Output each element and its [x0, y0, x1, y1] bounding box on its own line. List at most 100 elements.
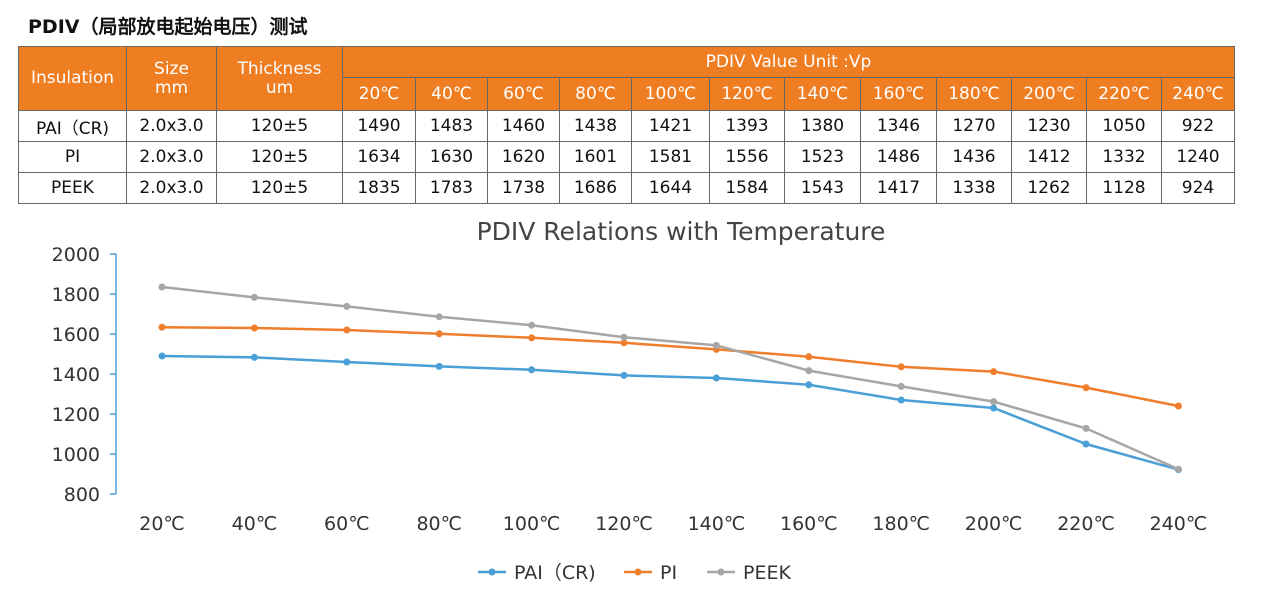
data-point-pi — [897, 363, 905, 371]
data-point-peek — [528, 321, 536, 329]
thickness-cell: 120±5 — [216, 172, 343, 204]
value-cell: 1436 — [936, 141, 1012, 173]
legend-label: PI — [660, 562, 677, 584]
page-title: PDIV（局部放电起始电压）测试 — [28, 16, 308, 38]
value-cell: 1644 — [631, 172, 710, 204]
thickness-cell: 120±5 — [216, 141, 343, 173]
value-cell: 1483 — [415, 110, 488, 142]
data-point-pi — [250, 324, 258, 332]
legend-item-pi: PI — [624, 562, 677, 584]
value-cell: 1556 — [709, 141, 785, 173]
value-cell: 1835 — [342, 172, 416, 204]
temp-header-240: 240℃ — [1161, 77, 1235, 111]
thickness-header-unit: um — [265, 77, 294, 98]
legend-marker — [634, 568, 642, 576]
data-point-peek — [158, 283, 166, 291]
value-cell: 1380 — [784, 110, 861, 142]
insulation-cell: PEEK — [18, 172, 127, 204]
value-cell: 1686 — [559, 172, 632, 204]
temp-header-60: 60℃ — [487, 77, 560, 111]
size-cell: 2.0x3.0 — [126, 110, 217, 142]
data-point-pai-cr — [897, 396, 905, 404]
value-cell: 1486 — [860, 141, 937, 173]
thickness-header-label: Thickness — [237, 58, 322, 79]
data-point-peek — [620, 333, 628, 341]
value-cell: 1584 — [709, 172, 785, 204]
data-point-pai-cr — [343, 358, 351, 366]
thickness-header: Thickness um — [216, 46, 343, 111]
data-point-peek — [250, 293, 258, 301]
temp-header-220: 220℃ — [1086, 77, 1162, 111]
data-point-pai-cr — [528, 366, 536, 374]
table-row: PEEK 2.0x3.0 120±5 1835 1783 1738 1686 1644 1584… — [18, 172, 1235, 204]
y-tick-label: 800 — [64, 484, 100, 506]
data-point-pi — [343, 326, 351, 334]
x-tick-label: 20℃ — [139, 513, 185, 535]
value-cell: 1620 — [487, 141, 560, 173]
data-point-pai-cr — [1082, 440, 1090, 448]
data-point-pai-cr — [712, 374, 720, 382]
y-tick-label: 1800 — [52, 284, 100, 306]
data-point-pai-cr — [990, 404, 998, 412]
x-tick-label: 200℃ — [965, 513, 1023, 535]
value-cell: 1240 — [1161, 141, 1235, 173]
x-tick-label: 220℃ — [1057, 513, 1115, 535]
thickness-cell: 120±5 — [216, 110, 343, 142]
data-point-peek — [1174, 465, 1182, 473]
x-tick-label: 120℃ — [595, 513, 653, 535]
legend-label: PEEK — [743, 562, 791, 584]
temp-header-80: 80℃ — [559, 77, 632, 111]
value-cell: 1262 — [1011, 172, 1087, 204]
legend-item-pai-cr: PAI（CR) — [478, 562, 596, 584]
value-cell: 1490 — [342, 110, 416, 142]
value-cell: 1412 — [1011, 141, 1087, 173]
data-point-pi — [620, 339, 628, 347]
y-tick-label: 1400 — [52, 364, 100, 386]
data-point-peek — [712, 341, 720, 349]
x-tick-label: 240℃ — [1150, 513, 1208, 535]
data-point-pi — [1174, 402, 1182, 410]
y-tick-label: 1000 — [52, 444, 100, 466]
value-cell: 1634 — [342, 141, 416, 173]
chart-legend: PAI（CR) PI PEEK — [478, 562, 791, 584]
chart-series — [158, 283, 1182, 474]
insulation-cell: PAI（CR) — [18, 110, 127, 142]
value-cell: 1438 — [559, 110, 632, 142]
value-cell: 1393 — [709, 110, 785, 142]
temp-header-40: 40℃ — [415, 77, 488, 111]
chart-title: PDIV Relations with Temperature — [477, 217, 886, 246]
value-cell: 1050 — [1086, 110, 1162, 142]
x-tick-label: 40℃ — [232, 513, 278, 535]
value-cell: 1332 — [1086, 141, 1162, 173]
size-header-label: Size — [154, 58, 189, 79]
size-cell: 2.0x3.0 — [126, 141, 217, 173]
value-cell: 1338 — [936, 172, 1012, 204]
value-cell: 922 — [1161, 110, 1235, 142]
pdiv-line-chart: PDIV Relations with Temperature 800 1000 1… — [52, 217, 1208, 584]
series-line-pai-cr — [161, 354, 1179, 471]
x-tick-label: 60℃ — [324, 513, 370, 535]
temp-header-200: 200℃ — [1011, 77, 1087, 111]
temp-header-100: 100℃ — [631, 77, 710, 111]
value-cell: 1230 — [1011, 110, 1087, 142]
data-point-pai-cr — [805, 381, 813, 389]
size-header: Size mm — [126, 46, 217, 111]
legend-marker — [717, 568, 725, 576]
value-cell: 1630 — [415, 141, 488, 173]
temp-header-140: 140℃ — [784, 77, 861, 111]
data-point-pi — [435, 330, 443, 338]
value-cell: 1421 — [631, 110, 710, 142]
legend-item-peek: PEEK — [707, 562, 791, 584]
size-cell: 2.0x3.0 — [126, 172, 217, 204]
insulation-header: Insulation — [18, 46, 127, 111]
value-cell: 1346 — [860, 110, 937, 142]
data-point-peek — [1082, 424, 1090, 432]
x-tick-label: 160℃ — [780, 513, 838, 535]
value-cell: 1128 — [1086, 172, 1162, 204]
data-point-pai-cr — [620, 371, 628, 379]
y-tick-label: 1600 — [52, 324, 100, 346]
value-cell: 1460 — [487, 110, 560, 142]
data-point-pai-cr — [435, 362, 443, 370]
value-cell: 1601 — [559, 141, 632, 173]
temp-header-20: 20℃ — [342, 77, 416, 111]
